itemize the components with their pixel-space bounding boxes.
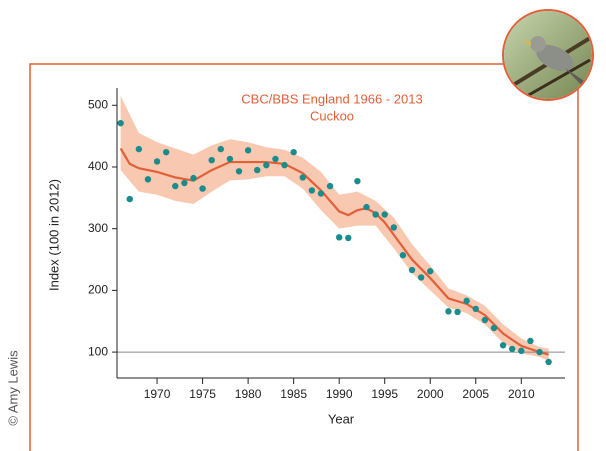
data-point	[263, 162, 269, 168]
x-tick-label: 2005	[462, 387, 489, 401]
data-point	[500, 342, 506, 348]
data-point	[218, 146, 224, 152]
data-point	[418, 274, 424, 280]
x-tick-label: 1995	[371, 387, 398, 401]
x-tick-label: 1975	[189, 387, 216, 401]
data-point	[163, 149, 169, 155]
data-point	[136, 146, 142, 152]
data-point	[527, 338, 533, 344]
x-tick-label: 1985	[280, 387, 307, 401]
data-point	[290, 149, 296, 155]
data-point	[354, 178, 360, 184]
data-point	[482, 317, 488, 323]
data-point	[208, 157, 214, 163]
data-point	[300, 174, 306, 180]
data-point	[181, 180, 187, 186]
data-point	[400, 252, 406, 258]
chart-subtitle: Cuckoo	[310, 108, 354, 123]
data-point	[127, 196, 133, 202]
data-point	[145, 176, 151, 182]
chart: © Amy Lewis CBC/BBS England 1966 - 2013 …	[0, 0, 606, 451]
data-point	[281, 162, 287, 168]
y-tick-label: 300	[88, 221, 108, 235]
data-point	[491, 325, 497, 331]
data-point	[463, 298, 469, 304]
y-tick-label: 100	[88, 344, 108, 358]
data-point	[336, 234, 342, 240]
y-tick-label: 400	[88, 159, 108, 173]
bird-photo	[500, 8, 600, 108]
credit: © Amy Lewis	[5, 350, 20, 426]
data-point	[227, 156, 233, 162]
x-tick-label: 1980	[235, 387, 262, 401]
data-point	[117, 120, 123, 126]
data-point	[345, 235, 351, 241]
y-axis-label: Index (100 in 2012)	[46, 179, 61, 291]
y-tick-label: 200	[88, 283, 108, 297]
data-point	[454, 309, 460, 315]
x-tick-label: 2000	[417, 387, 444, 401]
data-point	[190, 175, 196, 181]
x-tick-label: 1990	[326, 387, 353, 401]
data-point	[518, 348, 524, 354]
data-point	[254, 167, 260, 173]
data-point	[172, 183, 178, 189]
x-tick-label: 1970	[144, 387, 171, 401]
data-point	[427, 268, 433, 274]
data-point	[382, 211, 388, 217]
data-point	[363, 204, 369, 210]
data-point	[409, 267, 415, 273]
data-point	[473, 306, 479, 312]
data-point	[327, 183, 333, 189]
data-point	[199, 185, 205, 191]
data-point	[545, 359, 551, 365]
data-point	[245, 147, 251, 153]
data-point	[445, 308, 451, 314]
chart-title: CBC/BBS England 1966 - 2013	[241, 91, 422, 106]
y-tick-label: 500	[88, 97, 108, 111]
data-point	[154, 158, 160, 164]
x-tick-label: 2010	[508, 387, 535, 401]
data-point	[509, 346, 515, 352]
data-point	[318, 190, 324, 196]
data-point	[309, 187, 315, 193]
data-point	[272, 156, 278, 162]
data-point	[236, 168, 242, 174]
x-axis-label: Year	[328, 411, 355, 426]
data-point	[372, 211, 378, 217]
data-point	[536, 349, 542, 355]
data-point	[391, 224, 397, 230]
